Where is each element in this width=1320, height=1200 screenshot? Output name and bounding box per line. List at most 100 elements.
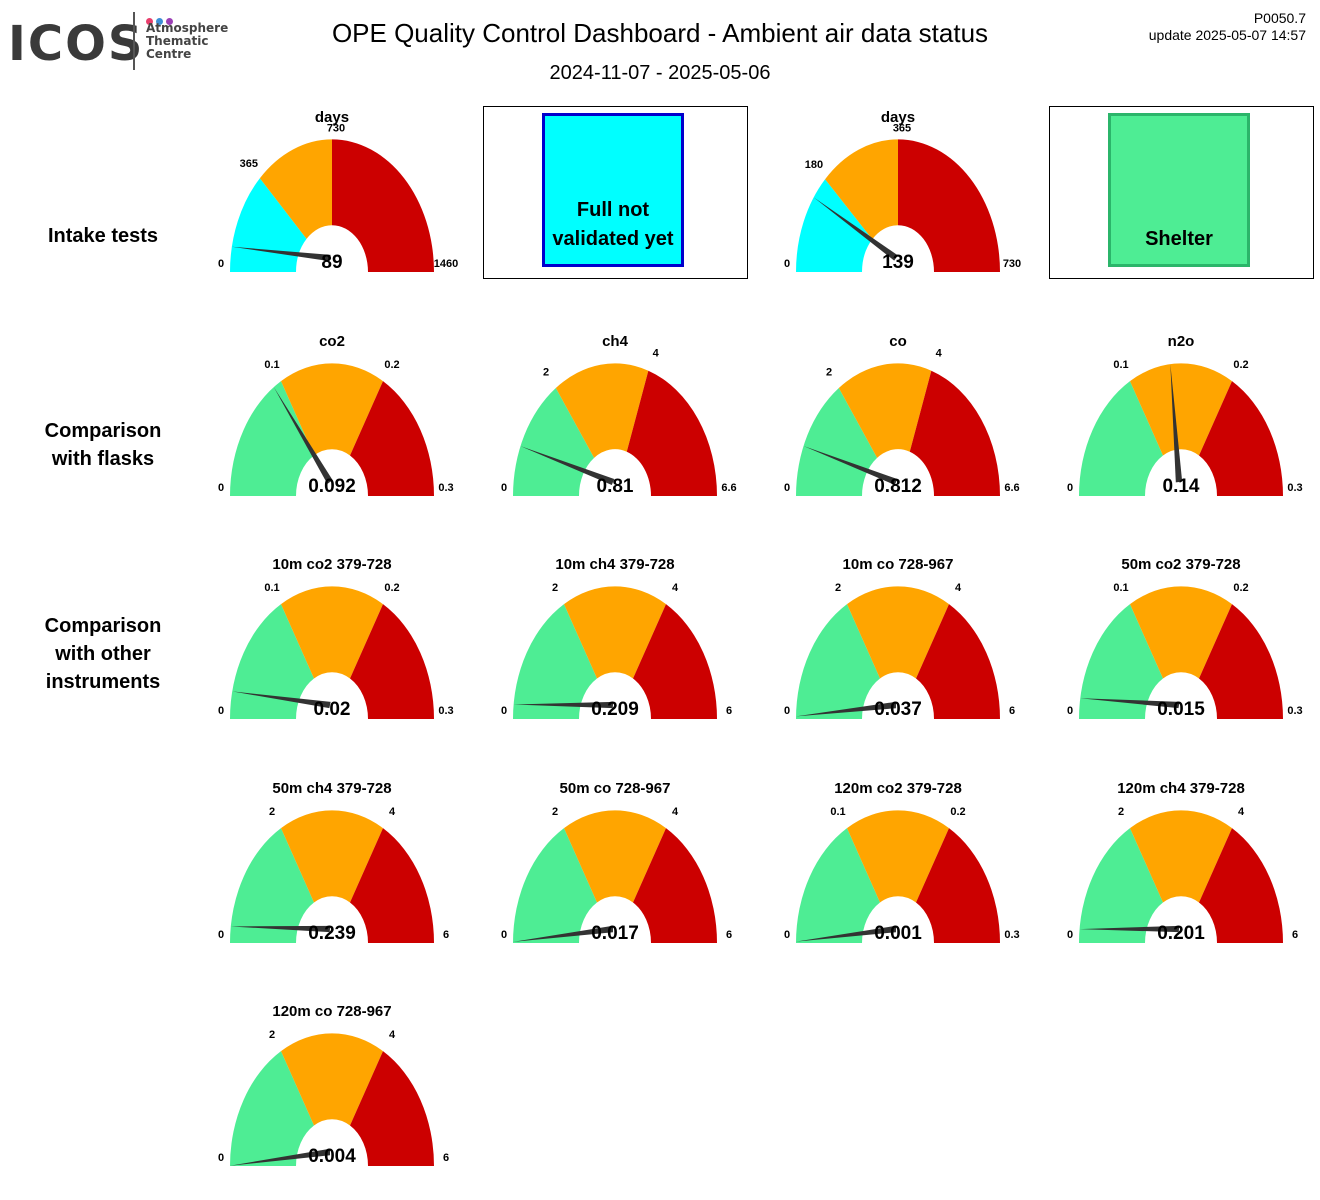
- gauge-value: 0.209: [591, 699, 639, 720]
- gauge-zone-warning: [555, 363, 649, 458]
- gauge-max-label: 6: [1292, 929, 1298, 941]
- gauge-chart: co2 0 0.3 0.1 0.2 0.092: [218, 333, 454, 497]
- gauge-title: n2o: [1168, 333, 1195, 350]
- gauge-chart: n2o 0 0.3 0.1 0.2 0.14: [1067, 333, 1303, 497]
- gauge-title: 120m co 728-967: [272, 1003, 391, 1020]
- gauge-needle: [796, 925, 897, 942]
- gauge-zone-bad: [332, 139, 434, 272]
- gauge-max-label: 6: [726, 705, 732, 717]
- gauge-min-label: 0: [218, 1152, 224, 1164]
- gauge-threshold-1-label: 0.1: [1113, 359, 1128, 371]
- gauge-needle: [520, 446, 615, 485]
- gauge-threshold-1-label: 2: [269, 1029, 275, 1041]
- gauge-title: 120m ch4 379-728: [1117, 780, 1245, 797]
- logo-dot: [146, 18, 153, 25]
- gauge-needle: [1080, 698, 1180, 709]
- gauge-intake-days-1: days 0 1460 365 730 89: [202, 98, 462, 288]
- icos-logo: ICOS Atmosphere Thematic Centre: [8, 10, 238, 72]
- gauge-value: 0.02: [314, 699, 351, 720]
- gauge-zone-bad: [1199, 828, 1283, 943]
- gauge-zone-good: [230, 828, 314, 943]
- gauge-needle: [231, 246, 331, 262]
- gauge-min-label: 0: [1067, 929, 1073, 941]
- gauge-title: 10m co2 379-728: [272, 556, 391, 573]
- gauge-threshold-1-label: 2: [826, 366, 832, 378]
- gauge-zone-good: [796, 387, 878, 496]
- gauge-zone-good: [796, 179, 873, 272]
- gauge-title: co2: [319, 333, 345, 350]
- gauge-min-label: 0: [218, 482, 224, 494]
- gauge-value: 139: [882, 252, 914, 273]
- gauge-zone-warning: [281, 810, 383, 903]
- gauge-min-label: 0: [784, 482, 790, 494]
- logo-sub-line: Thematic: [146, 34, 209, 48]
- gauge-max-label: 6: [1009, 705, 1015, 717]
- gauge-value: 0.037: [874, 699, 922, 720]
- gauge-flask-n2o: n2o 0 0.3 0.1 0.2 0.14: [1051, 322, 1311, 512]
- gauge-min-label: 0: [784, 705, 790, 717]
- gauge-max-label: 6: [443, 1152, 449, 1164]
- gauge-chart: 50m ch4 379-728 0 6 2 4 0.239: [218, 780, 449, 944]
- gauge-max-label: 0.3: [1287, 482, 1302, 494]
- gauge-zone-bad: [350, 381, 434, 496]
- gauge-flask-co2: co2 0 0.3 0.1 0.2 0.092: [202, 322, 462, 512]
- validation-status-box: Full not validated yet: [483, 106, 748, 279]
- gauge-min-label: 0: [501, 929, 507, 941]
- gauge-threshold-1-label: 2: [1118, 806, 1124, 818]
- gauge-zone-good: [1079, 604, 1163, 719]
- gauge-value: 0.81: [597, 476, 634, 497]
- gauge-chart: 50m co2 379-728 0 0.3 0.1 0.2 0.015: [1067, 556, 1303, 720]
- gauge-value: 0.201: [1157, 923, 1205, 944]
- gauge-title: 50m ch4 379-728: [272, 780, 391, 797]
- gauge-flask-ch4: ch4 0 6.6 2 4 0.81: [485, 322, 745, 512]
- gauge-zone-good: [796, 828, 880, 943]
- logo-wordmark: ICOS: [8, 16, 145, 72]
- gauge-chart: 120m ch4 379-728 0 6 2 4 0.201: [1067, 780, 1298, 944]
- gauge-50m-co2: 50m co2 379-728 0 0.3 0.1 0.2 0.015: [1051, 545, 1311, 735]
- gauge-zone-warning: [564, 810, 666, 903]
- gauge-needle: [230, 925, 331, 933]
- gauge-max-label: 6: [443, 929, 449, 941]
- gauge-threshold-1-label: 0.1: [264, 359, 279, 371]
- gauge-zone-good: [1079, 828, 1163, 943]
- gauge-threshold-2-label: 4: [672, 806, 679, 818]
- gauge-chart: 50m co 728-967 0 6 2 4 0.017: [501, 780, 732, 944]
- gauge-10m-co: 10m co 728-967 0 6 2 4 0.037: [768, 545, 1028, 735]
- gauge-min-label: 0: [784, 929, 790, 941]
- gauge-threshold-2-label: 0.2: [950, 806, 965, 818]
- gauge-chart: 10m co2 379-728 0 0.3 0.1 0.2 0.02: [218, 556, 454, 720]
- gauge-flask-co: co 0 6.6 2 4 0.812: [768, 322, 1028, 512]
- gauge-needle: [803, 446, 898, 485]
- gauge-zone-bad: [1199, 381, 1283, 496]
- gauge-min-label: 0: [501, 705, 507, 717]
- gauge-zone-warning: [564, 586, 666, 679]
- gauge-120m-ch4: 120m ch4 379-728 0 6 2 4 0.201: [1051, 769, 1311, 959]
- gauge-needle: [1170, 364, 1183, 483]
- gauge-threshold-2-label: 0.2: [1233, 359, 1248, 371]
- row-label-intake-tests: Intake tests: [47, 225, 159, 247]
- gauge-zone-bad: [350, 604, 434, 719]
- gauge-zone-bad: [350, 1051, 434, 1166]
- gauge-threshold-2-label: 4: [936, 347, 943, 359]
- gauge-max-label: 0.3: [438, 482, 453, 494]
- gauge-zone-warning: [281, 586, 383, 679]
- gauge-zone-bad: [898, 139, 1000, 272]
- gauge-threshold-2-label: 4: [653, 347, 660, 359]
- gauge-needle: [1079, 925, 1180, 933]
- gauge-value: 0.015: [1157, 699, 1205, 720]
- gauge-threshold-1-label: 2: [552, 582, 558, 594]
- gauge-threshold-1-label: 0.1: [830, 806, 845, 818]
- gauge-min-label: 0: [218, 258, 224, 270]
- shelter-status-panel: Shelter: [1108, 113, 1250, 267]
- gauge-value: 0.001: [874, 923, 922, 944]
- gauge-needle: [513, 701, 614, 709]
- gauge-50m-ch4: 50m ch4 379-728 0 6 2 4 0.239: [202, 769, 462, 959]
- gauge-threshold-1-label: 0.1: [1113, 582, 1128, 594]
- gauge-title: 10m ch4 379-728: [555, 556, 674, 573]
- gauge-max-label: 6.6: [1004, 482, 1019, 494]
- gauge-zone-good: [230, 381, 314, 496]
- gauge-max-label: 0.3: [438, 705, 453, 717]
- gauge-zone-bad: [916, 604, 1000, 719]
- gauge-threshold-2-label: 4: [389, 806, 396, 818]
- gauge-zone-good: [1079, 381, 1163, 496]
